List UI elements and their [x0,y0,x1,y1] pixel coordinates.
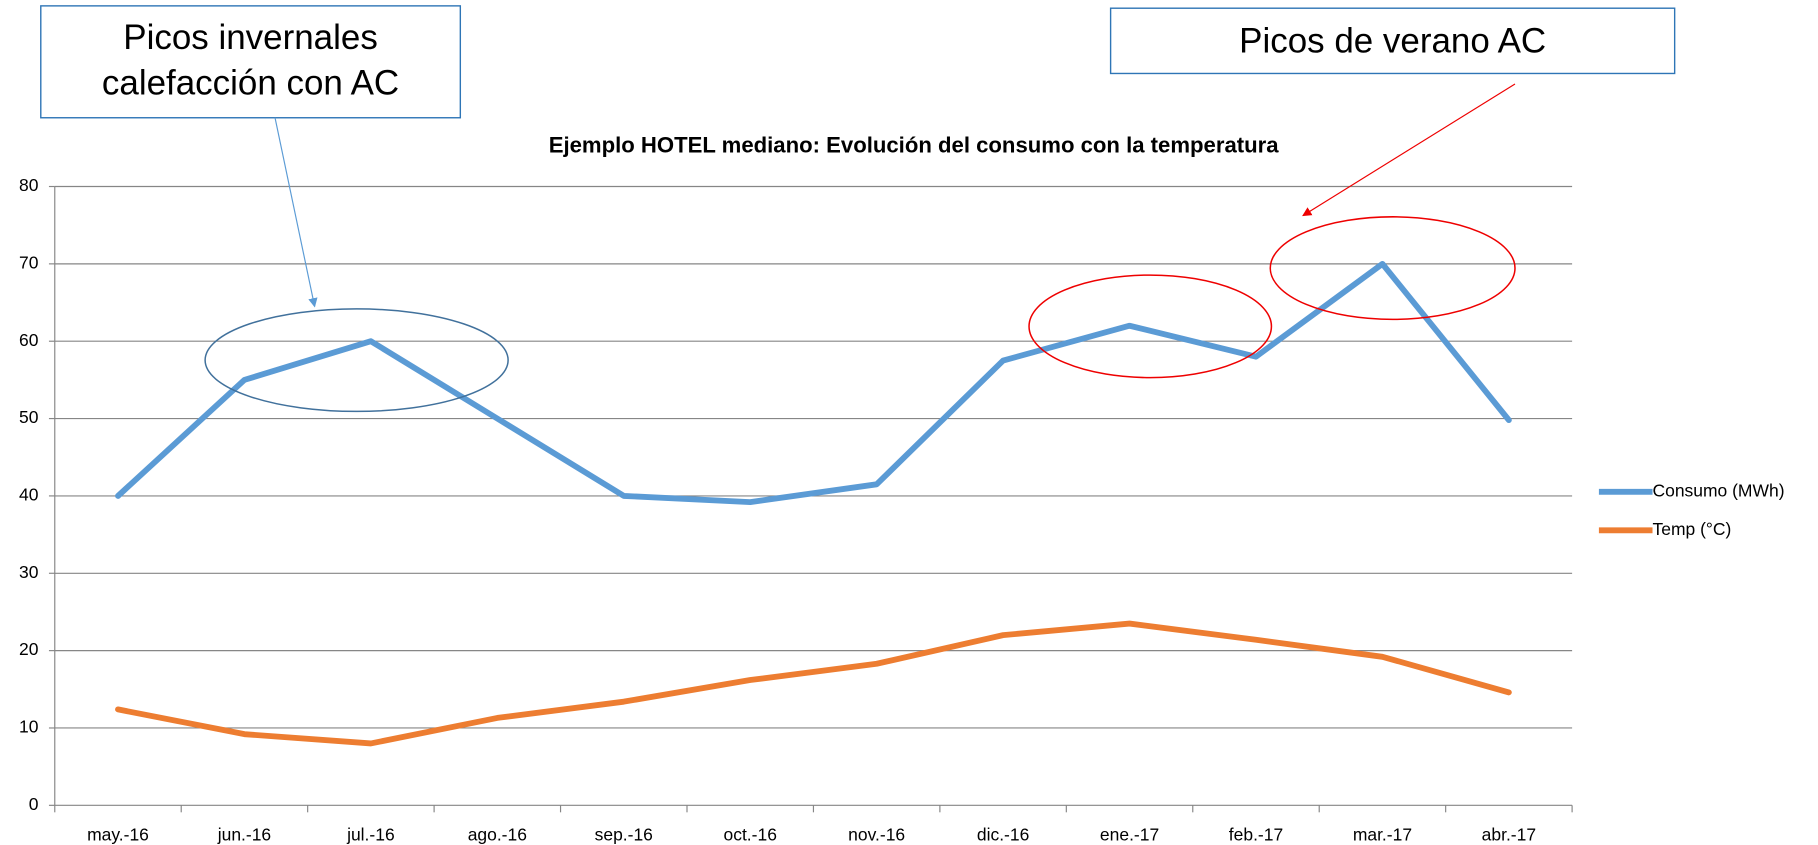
chart-title: Ejemplo HOTEL mediano: Evolución del con… [549,133,1280,158]
x-tick-label: nov.-16 [848,824,905,844]
y-tick-label: 80 [19,175,39,195]
x-tick-label: may.-16 [87,824,149,844]
legend-label: Temp (°C) [1653,519,1732,539]
x-tick-label: sep.-16 [595,824,653,844]
x-tick-label: ago.-16 [468,824,527,844]
annotation-text: calefacción con AC [102,63,399,102]
annotation-text: Picos invernales [123,18,378,57]
x-tick-label: jul.-16 [346,824,395,844]
annotation-arrow [1302,83,1516,217]
highlight-ellipse [1028,274,1273,379]
y-tick-label: 20 [19,639,39,659]
highlight-ellipse [204,308,509,413]
y-tick-label: 40 [19,485,39,505]
x-tick-label: jun.-16 [217,824,271,844]
x-tick-label: abr.-17 [1482,824,1536,844]
series-line [115,260,1512,506]
y-tick-label: 30 [19,562,39,582]
y-tick-label: 50 [19,407,39,427]
y-tick-label: 70 [19,252,39,272]
x-tick-label: ene.-17 [1100,824,1159,844]
highlight-ellipse [1269,216,1516,321]
x-tick-label: dic.-16 [977,824,1029,844]
x-tick-label: feb.-17 [1229,824,1283,844]
y-tick-label: 0 [29,794,39,814]
annotation-arrow [274,117,318,308]
legend-label: Consumo (MWh) [1653,480,1785,500]
x-tick-label: oct.-16 [724,824,777,844]
y-tick-label: 10 [19,717,39,737]
annotation-text: Picos de verano AC [1239,21,1546,60]
y-tick-label: 60 [19,330,39,350]
series-line [115,620,1512,747]
annotation-box [40,5,462,119]
x-tick-label: mar.-17 [1353,824,1412,844]
annotation-box [1109,7,1676,75]
